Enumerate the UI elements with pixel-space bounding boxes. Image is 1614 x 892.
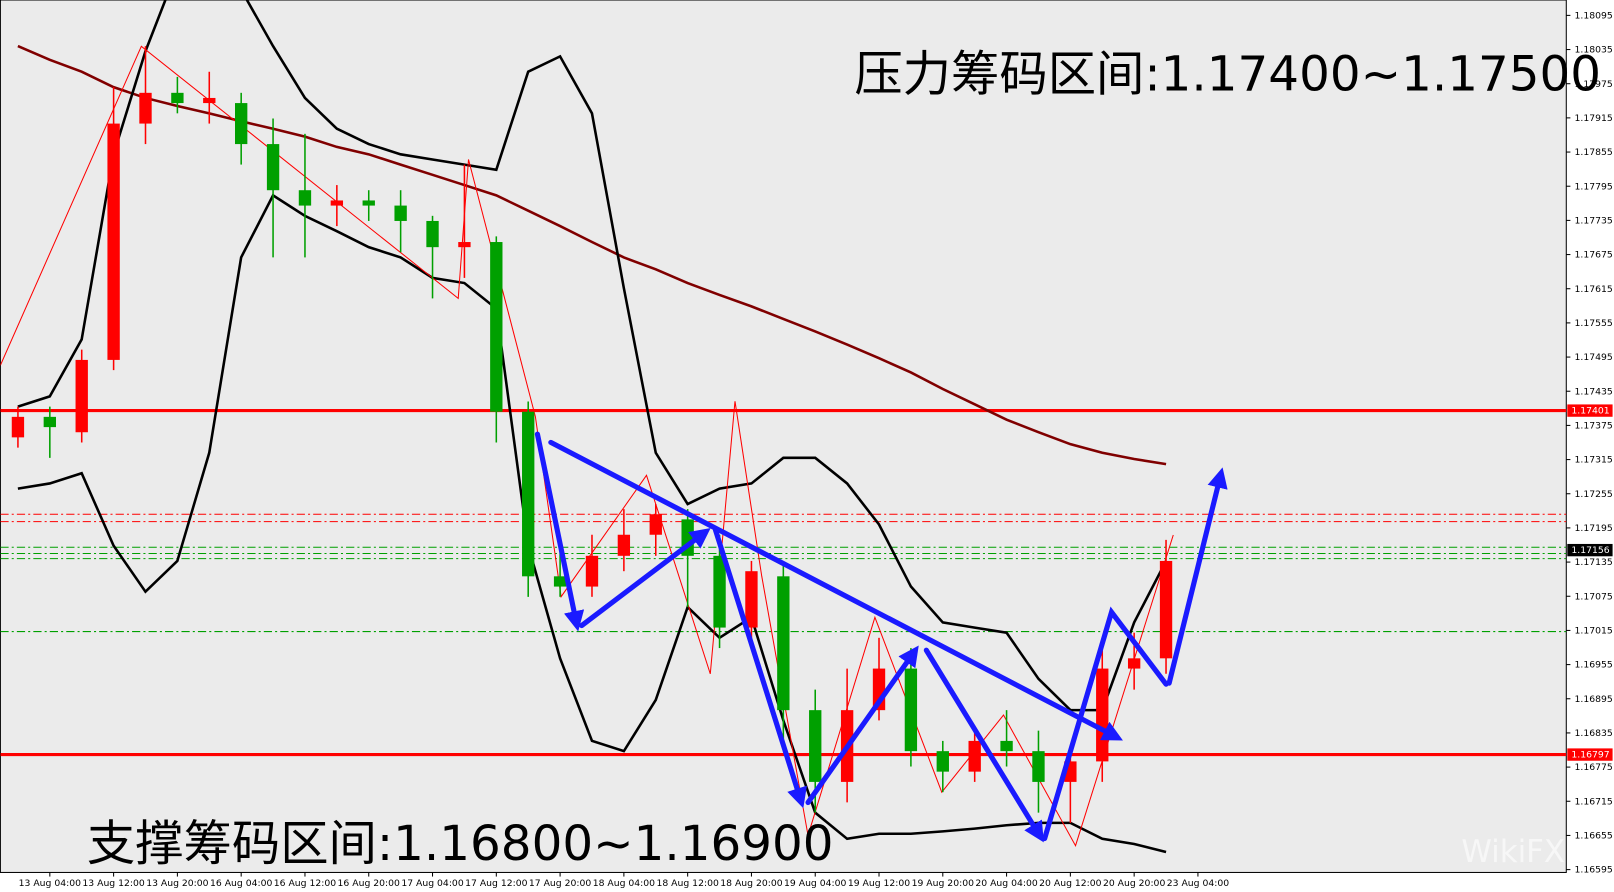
- y-tick-label: 1.18035: [1575, 45, 1613, 56]
- candle-body: [1096, 668, 1109, 762]
- y-tick-label: 1.17375: [1575, 420, 1613, 431]
- resistance-annotation: 压力筹码区间:1.17400~1.17500: [854, 47, 1601, 103]
- candle-body: [713, 555, 726, 628]
- candle-body: [362, 200, 375, 206]
- candle-body: [171, 92, 184, 104]
- levels: [0, 409, 1567, 757]
- y-tick-label: 1.17915: [1575, 113, 1613, 124]
- candle-body: [777, 576, 790, 711]
- y-tick-label: 1.16955: [1575, 660, 1613, 671]
- y-tick-label: 1.16655: [1575, 831, 1613, 842]
- candle-body: [617, 534, 631, 556]
- plot-layers: [0, 0, 1567, 854]
- x-tick-label: 19 Aug 12:00: [848, 878, 910, 889]
- x-tick-label: 17 Aug 12:00: [465, 878, 527, 889]
- x-tick-label: 13 Aug 04:00: [19, 878, 81, 889]
- x-tick-label: 20 Aug 04:00: [975, 878, 1037, 889]
- y-tick-label: 1.17255: [1575, 489, 1613, 500]
- x-tick-label: 19 Aug 04:00: [784, 878, 846, 889]
- candle-body: [75, 359, 88, 433]
- y-tick-label: 1.17615: [1575, 284, 1613, 295]
- candle-body: [43, 416, 56, 428]
- candle-body: [11, 416, 25, 438]
- y-tick-label: 1.16835: [1575, 728, 1613, 739]
- y-tick-label: 1.17675: [1575, 250, 1613, 261]
- price-label: 1.17156: [1571, 545, 1609, 556]
- candle-body: [139, 92, 152, 124]
- x-tick-label: 18 Aug 12:00: [656, 878, 718, 889]
- x-tick-label: 19 Aug 20:00: [912, 878, 974, 889]
- candle-body: [1000, 740, 1013, 752]
- candle-body: [266, 144, 280, 191]
- candle-body: [394, 205, 407, 221]
- y-tick-label: 1.17075: [1575, 591, 1613, 602]
- price-tag: [1567, 543, 1613, 557]
- level-label: 1.17401: [1571, 406, 1609, 417]
- x-tick-label: 13 Aug 12:00: [82, 878, 144, 889]
- y-tick-label: 1.16715: [1575, 796, 1613, 807]
- candle-body: [1032, 751, 1045, 782]
- candle-body: [809, 710, 822, 782]
- y-tick-label: 1.16595: [1575, 865, 1613, 876]
- candle-body: [458, 242, 471, 248]
- y-tick-label: 1.17735: [1575, 215, 1613, 226]
- candle-body: [553, 576, 567, 587]
- candle-body: [330, 200, 344, 206]
- candle-body: [745, 571, 758, 628]
- x-tick-label: 17 Aug 04:00: [401, 878, 463, 889]
- candle-body: [107, 123, 120, 360]
- watermark: WikiFX: [1461, 834, 1565, 870]
- y-tick-label: 1.17795: [1575, 181, 1613, 192]
- y-tick-label: 1.17495: [1575, 352, 1613, 363]
- x-tick-label: 20 Aug 12:00: [1039, 878, 1101, 889]
- candle-body: [298, 190, 312, 206]
- x-tick-label: 20 Aug 20:00: [1103, 878, 1165, 889]
- candle-body: [936, 751, 949, 772]
- x-tick-label: 13 Aug 20:00: [146, 878, 208, 889]
- candle-body: [522, 411, 535, 577]
- candle-body: [490, 242, 503, 412]
- x-tick-label: 18 Aug 04:00: [593, 878, 655, 889]
- candle-body: [1159, 560, 1173, 659]
- level-tag: [1567, 748, 1613, 761]
- x-tick-label: 23 Aug 04:00: [1167, 878, 1229, 889]
- y-tick-label: 1.17855: [1575, 147, 1613, 158]
- y-tick-label: 1.17975: [1575, 79, 1613, 90]
- candle-body: [585, 555, 599, 587]
- candles: [11, 46, 1173, 823]
- x-tick-label: 18 Aug 20:00: [720, 878, 782, 889]
- candle-body: [968, 740, 981, 772]
- candle-body: [904, 668, 918, 752]
- y-tick-label: 1.18095: [1575, 10, 1613, 21]
- axes: 1.18095 1.18035 1.17975 1.17915 1.17855 1.177…: [19, 10, 1613, 888]
- x-tick-label: 16 Aug 20:00: [338, 878, 400, 889]
- indicator-line: [17, 0, 1168, 712]
- candle-body: [1127, 658, 1141, 669]
- candle-body: [203, 97, 216, 104]
- y-tick-label: 1.17315: [1575, 455, 1613, 466]
- annotation-arrows: [534, 431, 1228, 843]
- indicator-line: [17, 193, 1167, 854]
- y-tick-label: 1.16895: [1575, 694, 1613, 705]
- x-tick-label: 16 Aug 04:00: [210, 878, 272, 889]
- candle-body: [235, 103, 248, 145]
- candle-body: [649, 514, 662, 535]
- y-tick-label: 1.17555: [1575, 318, 1613, 329]
- y-tick-label: 1.17015: [1575, 626, 1613, 637]
- level-tag: [1567, 404, 1613, 417]
- x-tick-label: 16 Aug 12:00: [274, 878, 336, 889]
- support-annotation: 支撑筹码区间:1.16800~1.16900: [87, 816, 834, 872]
- y-tick-label: 1.17135: [1575, 557, 1613, 568]
- x-tick-label: 17 Aug 20:00: [529, 878, 591, 889]
- level-label: 1.16797: [1571, 750, 1609, 761]
- candle-body: [426, 220, 439, 248]
- y-tick-label: 1.17195: [1575, 523, 1613, 534]
- y-tick-label: 1.17435: [1575, 386, 1613, 397]
- y-tick-label: 1.16775: [1575, 762, 1613, 773]
